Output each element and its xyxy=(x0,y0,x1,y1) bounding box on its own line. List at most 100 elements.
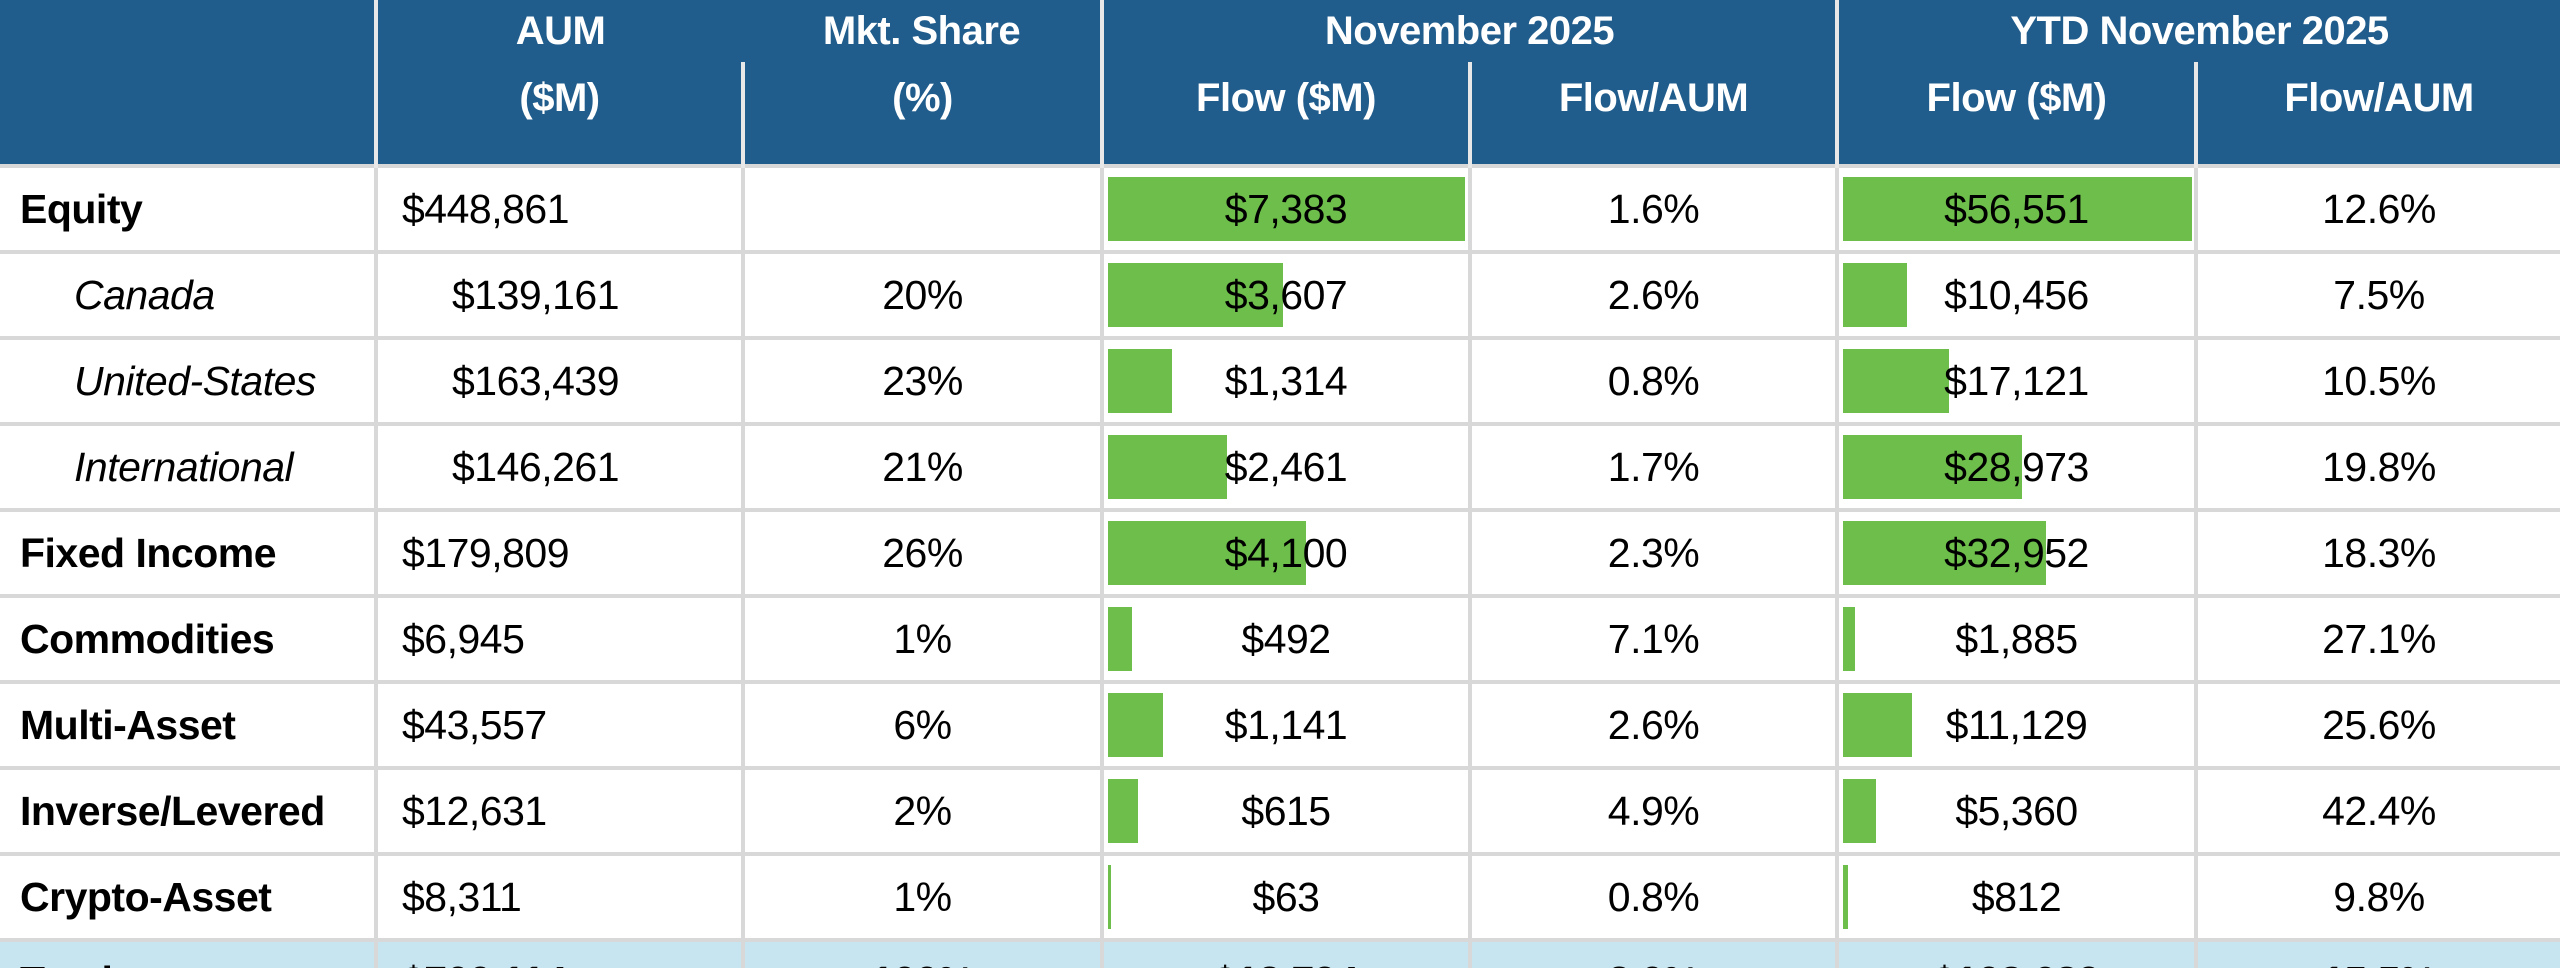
ytd-flow-cell: $10,456 xyxy=(1835,250,2197,338)
nov-flow-aum-cell-value: 2.6% xyxy=(1607,701,1700,748)
aum-cell-value: $12,631 xyxy=(402,787,547,834)
nov-flow-cell-bar xyxy=(1108,865,1112,929)
category-cell-value: United-States xyxy=(74,357,316,404)
ytd-flow-aum-cell-value: 7.5% xyxy=(2333,271,2425,318)
ytd-flow-cell: $32,952 xyxy=(1835,508,2197,596)
nov-flow-cell-value: $13,794 xyxy=(1214,958,1359,968)
nov-flow-aum-cell: 7.1% xyxy=(1467,594,1838,682)
mkt-share-unit-header: (%) xyxy=(741,62,1102,166)
category-cell: Canada xyxy=(0,250,376,338)
category-cell-value: Commodities xyxy=(20,615,275,662)
nov-flow-cell: $492 xyxy=(1100,594,1470,682)
category-cell: International xyxy=(0,422,376,510)
nov-flow-aum-cell-value: 1.7% xyxy=(1607,443,1700,490)
nov-flow-cell-value: $3,607 xyxy=(1224,271,1348,318)
aum-cell-value: $139,161 xyxy=(452,271,620,318)
ytd-flow-cell-bar xyxy=(1843,177,2192,241)
nov-flow-aum-cell-value: 1.6% xyxy=(1607,185,1700,232)
nov-flow-header: Flow ($M) xyxy=(1100,62,1470,166)
nov-flow-aum-cell: 0.8% xyxy=(1467,852,1838,940)
ytd-flow-cell-value: $10,456 xyxy=(1944,271,2089,318)
category-cell: Equity xyxy=(0,164,376,252)
ytd-flow-aum-cell-value: 10.5% xyxy=(2322,357,2436,404)
ytd-flow-cell: $28,973 xyxy=(1835,422,2197,510)
market-share-cell: 26% xyxy=(741,508,1102,596)
nov-flow-cell-value: $4,100 xyxy=(1224,529,1348,576)
nov-flow-cell: $615 xyxy=(1100,766,1470,854)
nov-flow-cell: $1,141 xyxy=(1100,680,1470,768)
ytd-flow-aum-cell: 12.6% xyxy=(2194,164,2560,252)
nov-flow-cell-value: $63 xyxy=(1252,873,1320,920)
ytd-flow-cell-value: $56,551 xyxy=(1944,185,2089,232)
nov-flow-aum-cell: 2.0% xyxy=(1467,938,1838,968)
aum-cell: $448,861 xyxy=(374,164,743,252)
ytd-flow-cell-bar xyxy=(1843,693,1912,757)
market-share-cell: 1% xyxy=(741,594,1102,682)
ytd-flow-cell-bar xyxy=(1843,779,1877,843)
aum-unit-header: ($M) xyxy=(374,62,743,166)
ytd-flow-aum-cell-value: 18.3% xyxy=(2322,529,2436,576)
ytd-flow-aum-cell-value: 9.8% xyxy=(2333,873,2425,920)
ytd-flow-cell-bar xyxy=(1843,349,1949,413)
ytd-flow-cell: $11,129 xyxy=(1835,680,2197,768)
ytd-flow-cell-value: $5,360 xyxy=(1955,787,2078,834)
corner-header-cell xyxy=(0,0,376,166)
nov-flow-cell-bar xyxy=(1108,177,1466,241)
ytd-flow-cell-value: $108,689 xyxy=(1933,958,2101,968)
ytd-flow-cell: $1,885 xyxy=(1835,594,2197,682)
category-cell: Fixed Income xyxy=(0,508,376,596)
nov-flow-aum-cell-value: 4.9% xyxy=(1607,787,1700,834)
category-cell-value: Equity xyxy=(20,185,143,232)
ytd-flow-cell-bar xyxy=(1843,263,1908,327)
nov-flow-cell-value: $615 xyxy=(1241,787,1331,834)
ytd-flow-aum-cell: 15.5% xyxy=(2194,938,2560,968)
nov-flow-cell-bar xyxy=(1108,779,1138,843)
nov-flow-cell-value: $1,141 xyxy=(1224,701,1348,748)
ytd-flow-aum-cell: 27.1% xyxy=(2194,594,2560,682)
ytd-flow-cell-bar xyxy=(1843,865,1849,929)
ytd-flow-aum-cell-value: 25.6% xyxy=(2322,701,2436,748)
market-share-cell: 6% xyxy=(741,680,1102,768)
ytd-flow-header: Flow ($M) xyxy=(1835,62,2197,166)
ytd-flow-cell: $56,551 xyxy=(1835,164,2197,252)
category-cell: Commodities xyxy=(0,594,376,682)
total-row: Total $700,114 100% $13,794 2.0% $108,689 15.5… xyxy=(0,938,2560,968)
aum-cell-value: $179,809 xyxy=(402,529,570,576)
category-cell: Crypto-Asset xyxy=(0,852,376,940)
aum-cell: $146,261 xyxy=(374,422,743,510)
data-row: Multi-Asset $43,557 6% $1,141 2.6% $11,129 25.… xyxy=(0,680,2560,768)
market-share-cell: 2% xyxy=(741,766,1102,854)
nov-flow-aum-cell: 4.9% xyxy=(1467,766,1838,854)
table-header: AUM Mkt. Share November 2025 YTD Novembe… xyxy=(0,0,2560,166)
nov-flow-aum-cell: 2.6% xyxy=(1467,250,1838,338)
aum-cell: $8,311 xyxy=(374,852,743,940)
aum-cell-value: $700,114 xyxy=(402,958,567,968)
market-share-cell: 100% xyxy=(741,938,1102,968)
ytd-flow-aum-cell-value: 42.4% xyxy=(2322,787,2436,834)
market-share-cell-value: 6% xyxy=(893,701,952,748)
ytd-flow-aum-header: Flow/AUM xyxy=(2194,62,2560,166)
aum-cell-value: $43,557 xyxy=(402,701,547,748)
market-share-cell: 21% xyxy=(741,422,1102,510)
aum-cell-value: $6,945 xyxy=(402,615,525,662)
market-share-cell-value: 26% xyxy=(882,529,963,576)
ytd-flow-aum-cell: 7.5% xyxy=(2194,250,2560,338)
ytd-flow-aum-cell-value: 12.6% xyxy=(2322,185,2436,232)
nov-flow-cell-value: $1,314 xyxy=(1224,357,1348,404)
header-sub-row: ($M) (%) Flow ($M) Flow/AUM Flow ($M) Fl… xyxy=(0,62,2560,166)
nov-flow-aum-cell-value: 2.3% xyxy=(1607,529,1700,576)
nov-flow-cell-value: $492 xyxy=(1241,615,1331,662)
ytd-flow-cell: $17,121 xyxy=(1835,336,2197,424)
nov-flow-cell-bar xyxy=(1108,263,1283,327)
nov-flow-aum-cell: 0.8% xyxy=(1467,336,1838,424)
nov-flow-cell: $3,607 xyxy=(1100,250,1470,338)
aum-cell: $43,557 xyxy=(374,680,743,768)
category-cell-value: Crypto-Asset xyxy=(20,873,272,920)
ytd-flow-aum-cell-value: 15.5% xyxy=(2322,958,2436,968)
header-group-row: AUM Mkt. Share November 2025 YTD Novembe… xyxy=(0,0,2560,166)
nov-flow-cell-bar xyxy=(1108,435,1228,499)
nov-flow-cell: $13,794 xyxy=(1100,938,1470,968)
category-cell-value: Total xyxy=(20,958,113,968)
